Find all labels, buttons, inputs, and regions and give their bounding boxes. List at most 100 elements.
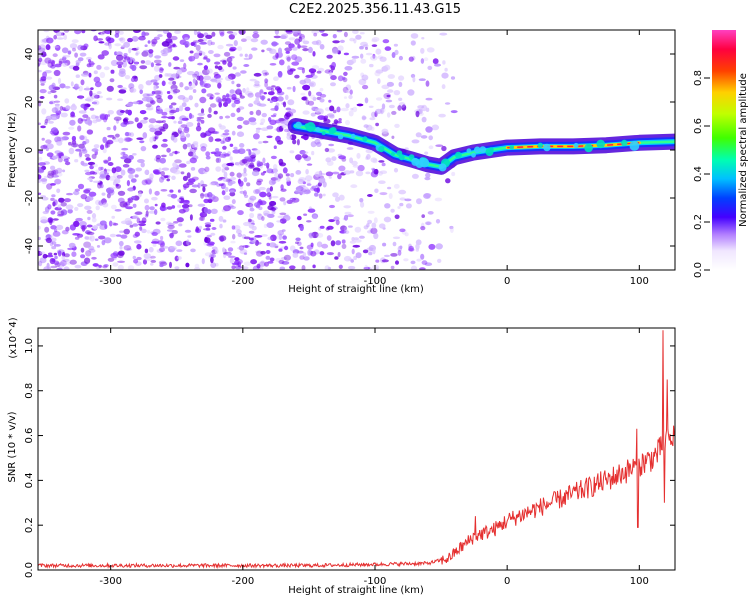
noise-speckle [138,220,147,224]
noise-speckle [210,208,218,214]
noise-speckle [351,58,357,64]
noise-speckle [86,209,93,214]
noise-speckle [77,125,82,132]
snr-frame [37,327,676,571]
noise-speckle [144,248,149,254]
noise-speckle [162,123,169,130]
noise-speckle [45,76,53,80]
noise-speckle [282,235,287,240]
noise-speckle [248,149,252,156]
noise-speckle [124,217,132,223]
noise-speckle [77,95,85,99]
noise-speckle [398,189,407,195]
noise-speckle [323,118,331,124]
noise-speckle [292,85,296,93]
noise-speckle [117,197,125,203]
noise-speckle [89,235,95,242]
noise-speckle [123,203,129,208]
noise-speckle [387,89,394,93]
noise-speckle [125,58,130,63]
noise-speckle [74,159,79,163]
noise-speckle [87,59,92,63]
noise-speckle [295,154,302,161]
noise-speckle [243,57,251,61]
noise-speckle [108,220,113,227]
noise-speckle [416,258,422,262]
noise-speckle [273,76,279,81]
noise-speckle [381,103,386,110]
noise-speckle [83,87,91,91]
noise-speckle [432,58,439,65]
ridge-blob [350,133,356,139]
noise-speckle [305,168,309,175]
noise-speckle [196,118,202,122]
noise-speckle [169,246,177,250]
noise-speckle [441,72,449,79]
noise-speckle [427,211,434,215]
noise-speckle [144,198,149,204]
noise-speckle [397,206,401,209]
snr-x-tick-label: -300 [99,576,122,587]
noise-speckle [337,45,344,52]
noise-speckle [120,234,128,239]
noise-speckle [63,198,71,203]
noise-speckle [273,167,278,174]
noise-speckle [296,241,302,246]
noise-speckle [38,174,42,180]
noise-speckle [301,265,306,270]
noise-speckle [263,92,268,95]
noise-speckle [155,120,164,124]
noise-speckle [306,163,313,166]
noise-speckle [74,188,81,192]
noise-speckle [434,63,441,67]
noise-speckle [189,188,197,194]
noise-speckle [92,263,99,267]
noise-speckle [374,70,381,77]
noise-speckle [106,97,113,101]
noise-speckle [46,152,54,157]
noise-speckle [68,126,75,130]
noise-speckle [243,221,251,227]
noise-speckle [154,203,158,207]
noise-speckle [343,214,349,221]
noise-speckle [236,131,245,137]
noise-speckle [367,219,373,224]
noise-speckle [56,37,64,40]
noise-speckle [268,194,272,200]
noise-speckle [53,199,58,206]
noise-speckle [208,136,214,143]
noise-speckle [294,74,300,79]
noise-speckle [269,100,273,104]
noise-speckle [98,264,102,268]
snr-plot-area [38,330,675,570]
noise-speckle [211,227,217,230]
noise-speckle [119,245,123,250]
noise-speckle [361,74,369,81]
noise-speckle [245,164,250,167]
noise-speckle [425,126,433,133]
noise-speckle [52,218,59,221]
noise-speckle [255,97,259,102]
noise-speckle [155,63,162,66]
noise-speckle [300,36,306,43]
noise-speckle [50,64,56,69]
noise-speckle [387,74,395,79]
noise-speckle [285,30,293,33]
noise-speckle [282,215,291,221]
noise-speckle [150,262,154,266]
noise-speckle [38,69,42,73]
noise-speckle [153,65,160,72]
noise-speckle [383,64,391,71]
noise-speckle [257,213,263,220]
noise-speckle [225,75,232,81]
noise-speckle [158,167,162,173]
noise-speckle [332,192,339,198]
noise-speckle [64,161,71,166]
noise-speckle [364,264,369,270]
noise-speckle [285,50,290,54]
noise-speckle [344,226,348,233]
noise-speckle [299,45,308,48]
noise-speckle [182,97,190,103]
noise-speckle [318,30,325,33]
